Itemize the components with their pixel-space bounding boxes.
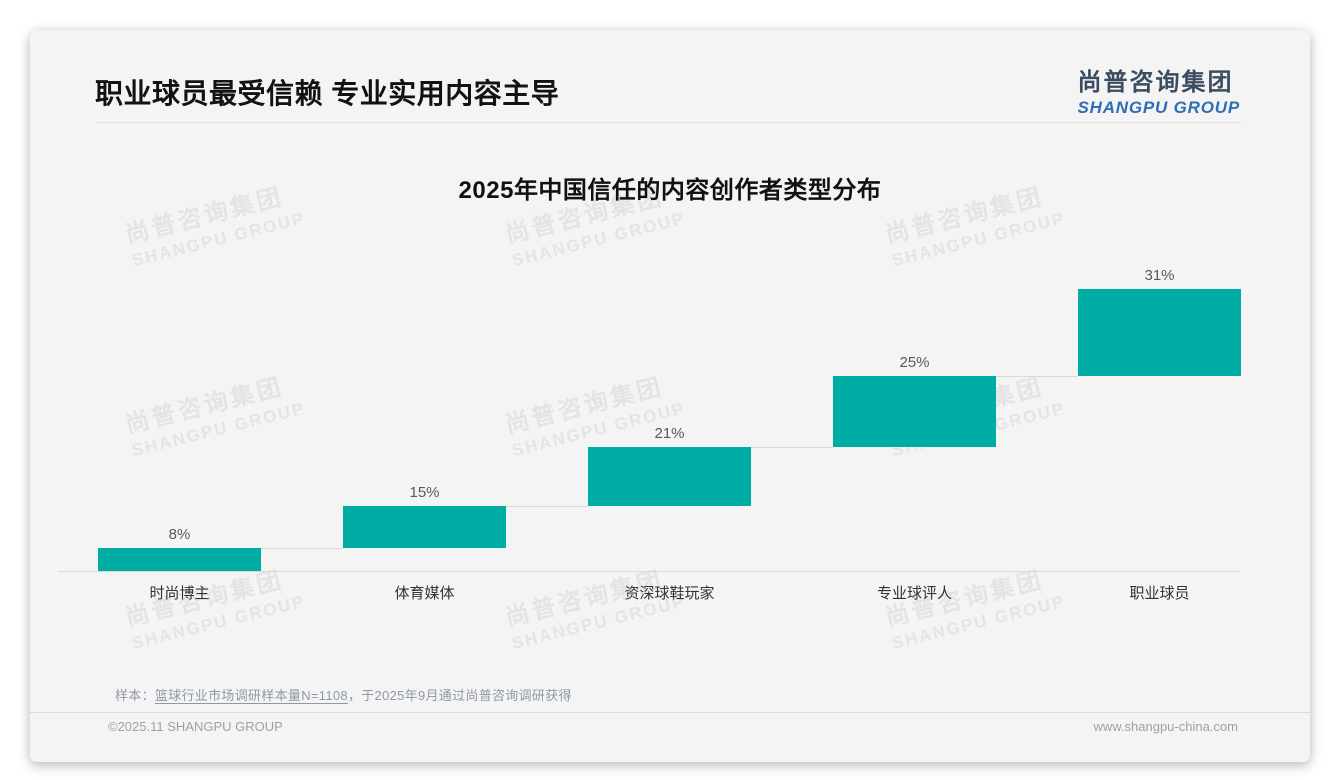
x-axis-line bbox=[58, 571, 1240, 572]
logo-english-text: SHANGPU GROUP bbox=[1077, 98, 1240, 117]
waterfall-connector bbox=[996, 376, 1078, 378]
category-label: 专业球评人 bbox=[876, 585, 952, 602]
waterfall-chart: 8% 时尚博主 15% 体育媒体 21% 资深球鞋玩家 25% 专业球评人 31% 职业球员 bbox=[30, 30, 1310, 762]
category-label: 体育媒体 bbox=[394, 585, 455, 602]
value-label: 8% bbox=[168, 526, 191, 544]
sample-note-prefix: 样本： bbox=[115, 688, 155, 703]
page-title: 职业球员最受信赖 专业实用内容主导 bbox=[95, 78, 560, 109]
slide-card: 尚普咨询集团 SHANGPU GROUP 尚普咨询集团 SHANGPU GROUP 尚普… bbox=[30, 30, 1310, 762]
company-logo: 尚普咨询集团 SHANGPU GROUP bbox=[1078, 62, 1240, 118]
bar-体育媒体 bbox=[343, 506, 506, 549]
category-label: 职业球员 bbox=[1129, 585, 1190, 602]
copyright-text: ©2025.11 SHANGPU GROUP bbox=[108, 719, 283, 734]
logo-chinese-text: 尚普咨询集团 bbox=[1077, 69, 1234, 96]
category-label: 资深球鞋玩家 bbox=[624, 585, 715, 602]
bar-职业球员 bbox=[1078, 289, 1241, 377]
category-label: 时尚博主 bbox=[149, 585, 210, 602]
waterfall-connector bbox=[261, 548, 343, 550]
header-divider bbox=[95, 122, 1242, 123]
bar-时尚博主 bbox=[98, 548, 261, 571]
sample-note: 样本：篮球行业市场调研样本量N=1108，于2025年9月通过尚普咨询调研获得 bbox=[115, 685, 572, 704]
waterfall-connector bbox=[751, 446, 833, 448]
value-label: 15% bbox=[409, 484, 440, 502]
website-url: www.shangpu-china.com bbox=[1093, 719, 1238, 734]
footer-divider bbox=[30, 712, 1310, 713]
value-label: 25% bbox=[899, 354, 930, 372]
bar-专业球评人 bbox=[833, 376, 996, 447]
chart-title: 2025年中国信任的内容创作者类型分布 bbox=[458, 177, 882, 204]
value-label: 21% bbox=[654, 424, 685, 442]
sample-note-suffix: ，于2025年9月通过尚普咨询调研获得 bbox=[347, 688, 572, 703]
bar-资深球鞋玩家 bbox=[588, 446, 751, 507]
sample-note-underlined: 篮球行业市场调研样本量N=1108 bbox=[154, 688, 348, 703]
waterfall-connector bbox=[506, 506, 588, 508]
value-label: 31% bbox=[1144, 267, 1175, 284]
